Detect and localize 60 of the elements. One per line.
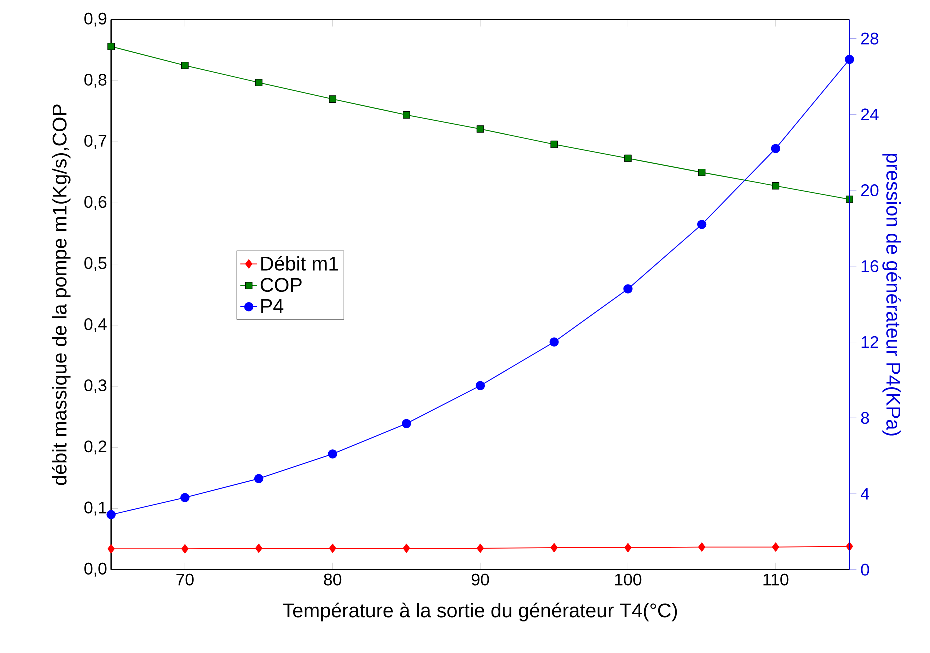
y2-tick-label: 4 [860, 488, 870, 500]
point [698, 168, 706, 176]
y2-tick-label: 16 [862, 260, 879, 272]
y-tick-label: 0,4 [84, 318, 107, 332]
point [476, 126, 484, 133]
point [106, 510, 116, 520]
y-tick-label: 0,9 [84, 12, 107, 27]
point [476, 381, 486, 390]
point [328, 450, 338, 459]
legend-label: P4 [262, 299, 284, 313]
point [255, 79, 263, 86]
y2-tick-label: 28 [861, 32, 879, 45]
point [624, 154, 632, 162]
y2-tick-label: 8 [861, 412, 870, 424]
point [697, 220, 707, 230]
point [329, 96, 337, 103]
point [550, 338, 559, 347]
point [180, 493, 190, 502]
y2-tick-label: 0 [861, 564, 870, 576]
y2-tick-label: 12 [862, 336, 878, 348]
y2-tick-label: 20 [861, 184, 879, 196]
point [772, 182, 780, 190]
x-tick-label: 90 [472, 574, 490, 586]
point [624, 284, 633, 294]
point [108, 544, 115, 554]
y-tick-label: 0,1 [84, 502, 107, 516]
point [182, 544, 189, 554]
legend-label: COP [260, 278, 302, 292]
point [698, 542, 706, 552]
y2-axis-title: pression de générateur P4(KPa) [882, 154, 902, 436]
legend-label: Débit m1 [262, 256, 338, 271]
x-tick-label: 70 [176, 574, 194, 586]
x-tick-label: 80 [324, 574, 342, 586]
x-tick-label: 110 [764, 574, 789, 586]
y-tick-label: 0,7 [84, 135, 107, 149]
x-tick-label: 100 [615, 574, 642, 586]
y-tick-label: 0,5 [84, 257, 107, 272]
point [550, 140, 558, 148]
point [624, 543, 632, 552]
point [403, 544, 410, 554]
x-axis-title: Température à la sortie du générateur T4(°C) [283, 602, 678, 622]
point [771, 144, 780, 154]
point [254, 474, 264, 484]
point [329, 544, 336, 554]
point [476, 544, 484, 554]
point [108, 42, 116, 50]
point [845, 54, 854, 64]
point [402, 419, 412, 428]
y2-tick-label: 24 [861, 108, 879, 120]
y-axis-title: débit massique de la pompe m1(Kg/s),COP [52, 104, 71, 486]
y-tick-label: 0,0 [84, 562, 107, 577]
point [403, 111, 410, 119]
y-tick-label: 0,8 [84, 74, 107, 88]
point [182, 62, 189, 70]
y-tick-label: 0,2 [84, 440, 107, 455]
point [255, 544, 263, 554]
point [772, 542, 780, 552]
point [550, 543, 558, 552]
y-tick-label: 0,6 [84, 196, 107, 210]
y-tick-label: 0,3 [84, 380, 107, 394]
